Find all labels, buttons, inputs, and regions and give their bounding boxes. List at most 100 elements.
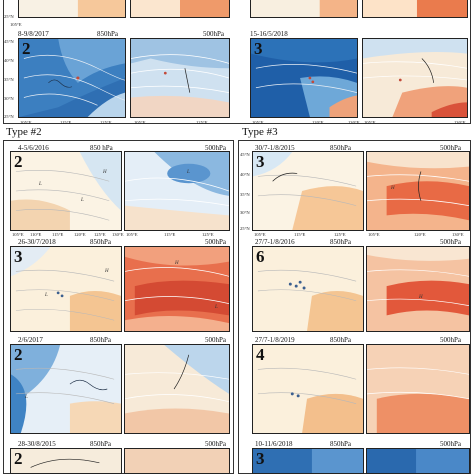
case-count: 2 — [14, 345, 23, 364]
lon-tick: 120°E — [74, 232, 86, 237]
lat-tick: 30°N — [240, 210, 250, 215]
lon-tick: 125°E — [202, 232, 214, 237]
map-500hpa — [366, 448, 470, 474]
map-850hpa — [252, 246, 364, 332]
high-pressure-label: H — [103, 170, 107, 175]
map-850hpa: L L H — [10, 151, 122, 231]
level-500-label: 500hPa — [440, 440, 461, 448]
lon-tick: 105°E — [368, 232, 380, 237]
case-count: 3 — [254, 39, 263, 58]
case-date: 8-9/8/2017 — [18, 30, 49, 38]
map-500hpa — [366, 344, 470, 434]
case-count: 3 — [14, 247, 23, 266]
lon-tick: 105°E — [10, 22, 22, 27]
level-500-label: 500hPa — [205, 144, 226, 152]
map-850hpa — [252, 151, 364, 231]
level-500-label: 500hPa — [205, 336, 226, 344]
lat-tick: 35°N — [4, 77, 14, 82]
map-850hpa — [250, 38, 358, 118]
low-pressure-label: L — [45, 293, 48, 298]
low-pressure-label: L — [81, 198, 84, 203]
map-top-row-right-b — [362, 0, 468, 18]
low-pressure-label: L — [39, 182, 42, 187]
lon-tick: 120°E — [312, 120, 324, 125]
lon-tick: 130°E — [452, 232, 464, 237]
level-850-label: 850hPa — [330, 440, 351, 448]
lon-tick: 105°E — [20, 120, 32, 125]
low-pressure-label: L — [25, 395, 28, 400]
lon-tick: 105°E — [254, 232, 266, 237]
case-count: 3 — [256, 449, 265, 468]
lon-tick: 130°E — [348, 120, 360, 125]
map-850hpa — [10, 448, 122, 474]
case-date: 2/6/2017 — [18, 336, 43, 344]
high-pressure-label: H — [419, 295, 423, 300]
lon-tick: 115°E — [294, 232, 306, 237]
lon-tick: 115°E — [52, 232, 64, 237]
map-850hpa — [252, 344, 364, 434]
level-500-label: 500hPa — [205, 440, 226, 448]
lon-tick: 105°E — [364, 120, 376, 125]
low-pressure-label: L — [187, 170, 190, 175]
lon-tick: 130°E — [112, 232, 124, 237]
case-date: 26-30/7/2018 — [18, 238, 56, 246]
lat-tick: 45°N — [240, 152, 250, 157]
case-date: 15-16/5/2018 — [250, 30, 288, 38]
map-500hpa: H — [366, 151, 470, 231]
map-500hpa: H — [366, 246, 470, 332]
type3-title: Type #3 — [242, 126, 278, 138]
lon-tick: 105°E — [252, 120, 264, 125]
level-500-label: 500hPa — [440, 144, 461, 152]
map-500hpa — [362, 38, 468, 118]
lon-tick: 115°E — [164, 232, 176, 237]
case-count: 2 — [14, 449, 23, 468]
case-date: 27/7-1/8/2019 — [255, 336, 295, 344]
case-count: 4 — [256, 345, 265, 364]
level-500-label: 500hPa — [203, 30, 224, 38]
lon-tick: 115°E — [60, 120, 72, 125]
lon-tick: 110°E — [30, 232, 42, 237]
level-500-label: 500hPa — [205, 238, 226, 246]
map-top-row-left-b — [250, 0, 358, 18]
level-500-label: 500hPa — [440, 336, 461, 344]
map-500hpa — [130, 38, 230, 118]
lat-tick: 35°N — [240, 192, 250, 197]
map-500hpa — [124, 344, 230, 434]
level-500-label: 500hPa — [440, 238, 461, 246]
map-500hpa — [124, 448, 230, 474]
case-date: 30/7-1/8/2015 — [255, 144, 295, 152]
high-pressure-label: H — [391, 186, 395, 191]
case-date: 27/7-1/8/2016 — [255, 238, 295, 246]
level-850-label: 850hPa — [90, 336, 111, 344]
map-500hpa: L — [124, 151, 230, 231]
lon-tick: 125°E — [94, 232, 106, 237]
case-count: 2 — [14, 152, 23, 171]
lat-tick: 25°N — [4, 14, 14, 19]
level-850-label: 850hPa — [90, 440, 111, 448]
high-pressure-label: H — [175, 261, 179, 266]
lon-tick: 120°E — [414, 232, 426, 237]
level-850-label: 850hPa — [330, 238, 351, 246]
case-date: 10-11/6/2018 — [255, 440, 293, 448]
high-pressure-label: H — [105, 269, 109, 274]
case-date: 28-30/8/2015 — [18, 440, 56, 448]
lon-tick: 105°E — [134, 120, 146, 125]
lon-tick: 105°E — [126, 232, 138, 237]
case-count: 6 — [256, 247, 265, 266]
map-top-row-left — [18, 0, 126, 18]
type2-title: Type #2 — [6, 126, 42, 138]
case-date: 4-5/6/2016 — [18, 144, 49, 152]
map-850hpa — [18, 38, 126, 118]
lon-tick: 105°E — [12, 232, 24, 237]
level-850-label: 850hPa — [330, 144, 351, 152]
top-group-frame — [3, 0, 471, 124]
lon-tick: 125°E — [334, 232, 346, 237]
lat-tick: 40°N — [4, 58, 14, 63]
lat-tick: 30°N — [4, 96, 14, 101]
map-top-row-right — [130, 0, 230, 18]
lat-tick: 45°N — [4, 39, 14, 44]
lon-tick: 125°E — [100, 120, 112, 125]
lat-tick: 25°N — [240, 226, 250, 231]
map-850hpa: H L — [10, 246, 122, 332]
lat-tick: 40°N — [240, 172, 250, 177]
